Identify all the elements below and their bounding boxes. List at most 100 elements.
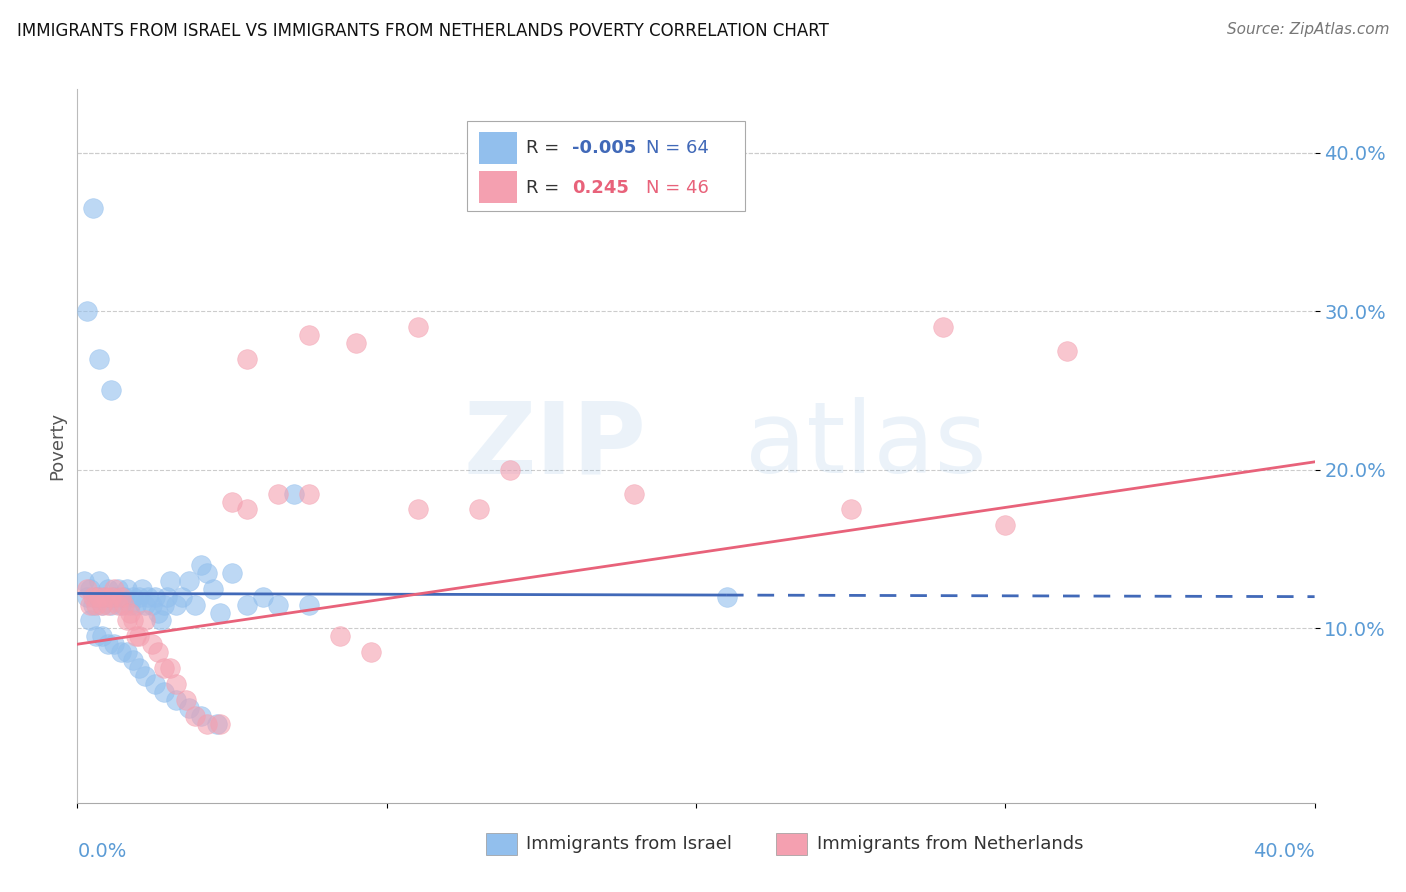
Point — [195, 716, 218, 731]
Point — [190, 708, 212, 723]
Point — [110, 590, 132, 604]
Point — [87, 351, 110, 366]
Point — [177, 574, 200, 588]
Point — [122, 590, 145, 604]
Point — [134, 614, 156, 628]
Point — [97, 582, 120, 596]
Point — [283, 486, 305, 500]
Point — [100, 598, 122, 612]
Point — [221, 566, 243, 580]
Point — [202, 582, 225, 596]
Point — [79, 582, 101, 596]
Point — [125, 629, 148, 643]
Point — [131, 582, 153, 596]
Point — [839, 502, 862, 516]
Point — [329, 629, 352, 643]
Point — [76, 590, 98, 604]
FancyBboxPatch shape — [467, 121, 745, 211]
Point — [236, 598, 259, 612]
Point — [165, 677, 187, 691]
Point — [94, 590, 117, 604]
Point — [146, 606, 169, 620]
Point — [122, 653, 145, 667]
Point — [91, 598, 114, 612]
Point — [82, 201, 104, 215]
Point — [623, 486, 645, 500]
Point — [97, 637, 120, 651]
FancyBboxPatch shape — [485, 833, 516, 855]
Point — [156, 590, 179, 604]
Point — [91, 629, 114, 643]
Point — [103, 637, 125, 651]
Point — [146, 645, 169, 659]
Point — [172, 590, 194, 604]
Point — [406, 502, 429, 516]
Point — [143, 590, 166, 604]
Point — [107, 598, 129, 612]
Point — [134, 669, 156, 683]
Point — [177, 700, 200, 714]
Point — [100, 384, 122, 398]
Point — [994, 518, 1017, 533]
Point — [221, 494, 243, 508]
Point — [165, 692, 187, 706]
Point — [84, 590, 107, 604]
Point — [115, 582, 138, 596]
Point — [79, 614, 101, 628]
Point — [128, 661, 150, 675]
Text: -0.005: -0.005 — [572, 139, 637, 157]
Point — [72, 574, 94, 588]
Point — [122, 614, 145, 628]
Point — [115, 645, 138, 659]
Point — [267, 598, 290, 612]
Point — [134, 598, 156, 612]
Point — [406, 320, 429, 334]
Text: ZIP: ZIP — [464, 398, 647, 494]
Text: Source: ZipAtlas.com: Source: ZipAtlas.com — [1226, 22, 1389, 37]
Point — [1056, 343, 1078, 358]
Point — [87, 590, 110, 604]
Point — [103, 590, 125, 604]
Text: N = 46: N = 46 — [647, 178, 710, 196]
Point — [165, 598, 187, 612]
Point — [76, 582, 98, 596]
Text: IMMIGRANTS FROM ISRAEL VS IMMIGRANTS FROM NETHERLANDS POVERTY CORRELATION CHART: IMMIGRANTS FROM ISRAEL VS IMMIGRANTS FRO… — [17, 22, 828, 40]
Point — [118, 606, 141, 620]
Text: 40.0%: 40.0% — [1253, 842, 1315, 861]
Point — [91, 598, 114, 612]
Point — [716, 590, 738, 604]
Point — [110, 598, 132, 612]
Point — [184, 708, 207, 723]
Point — [97, 598, 120, 612]
Point — [298, 598, 321, 612]
Point — [252, 590, 274, 604]
Point — [103, 582, 125, 596]
Point — [184, 598, 207, 612]
Point — [112, 598, 135, 612]
Point — [208, 716, 231, 731]
Point — [143, 677, 166, 691]
Point — [499, 463, 522, 477]
Text: N = 64: N = 64 — [647, 139, 710, 157]
Point — [82, 590, 104, 604]
Point — [267, 486, 290, 500]
Point — [87, 574, 110, 588]
Point — [208, 606, 231, 620]
Point — [298, 486, 321, 500]
Point — [118, 598, 141, 612]
Point — [110, 645, 132, 659]
Point — [115, 614, 138, 628]
Point — [79, 598, 101, 612]
Point — [174, 692, 197, 706]
Point — [100, 590, 122, 604]
Point — [360, 645, 382, 659]
Text: Immigrants from Israel: Immigrants from Israel — [526, 835, 733, 853]
Text: R =: R = — [526, 178, 565, 196]
FancyBboxPatch shape — [776, 833, 807, 855]
Point — [128, 590, 150, 604]
Point — [236, 351, 259, 366]
Text: Immigrants from Netherlands: Immigrants from Netherlands — [817, 835, 1084, 853]
Point — [125, 598, 148, 612]
Point — [84, 629, 107, 643]
Point — [153, 661, 176, 675]
